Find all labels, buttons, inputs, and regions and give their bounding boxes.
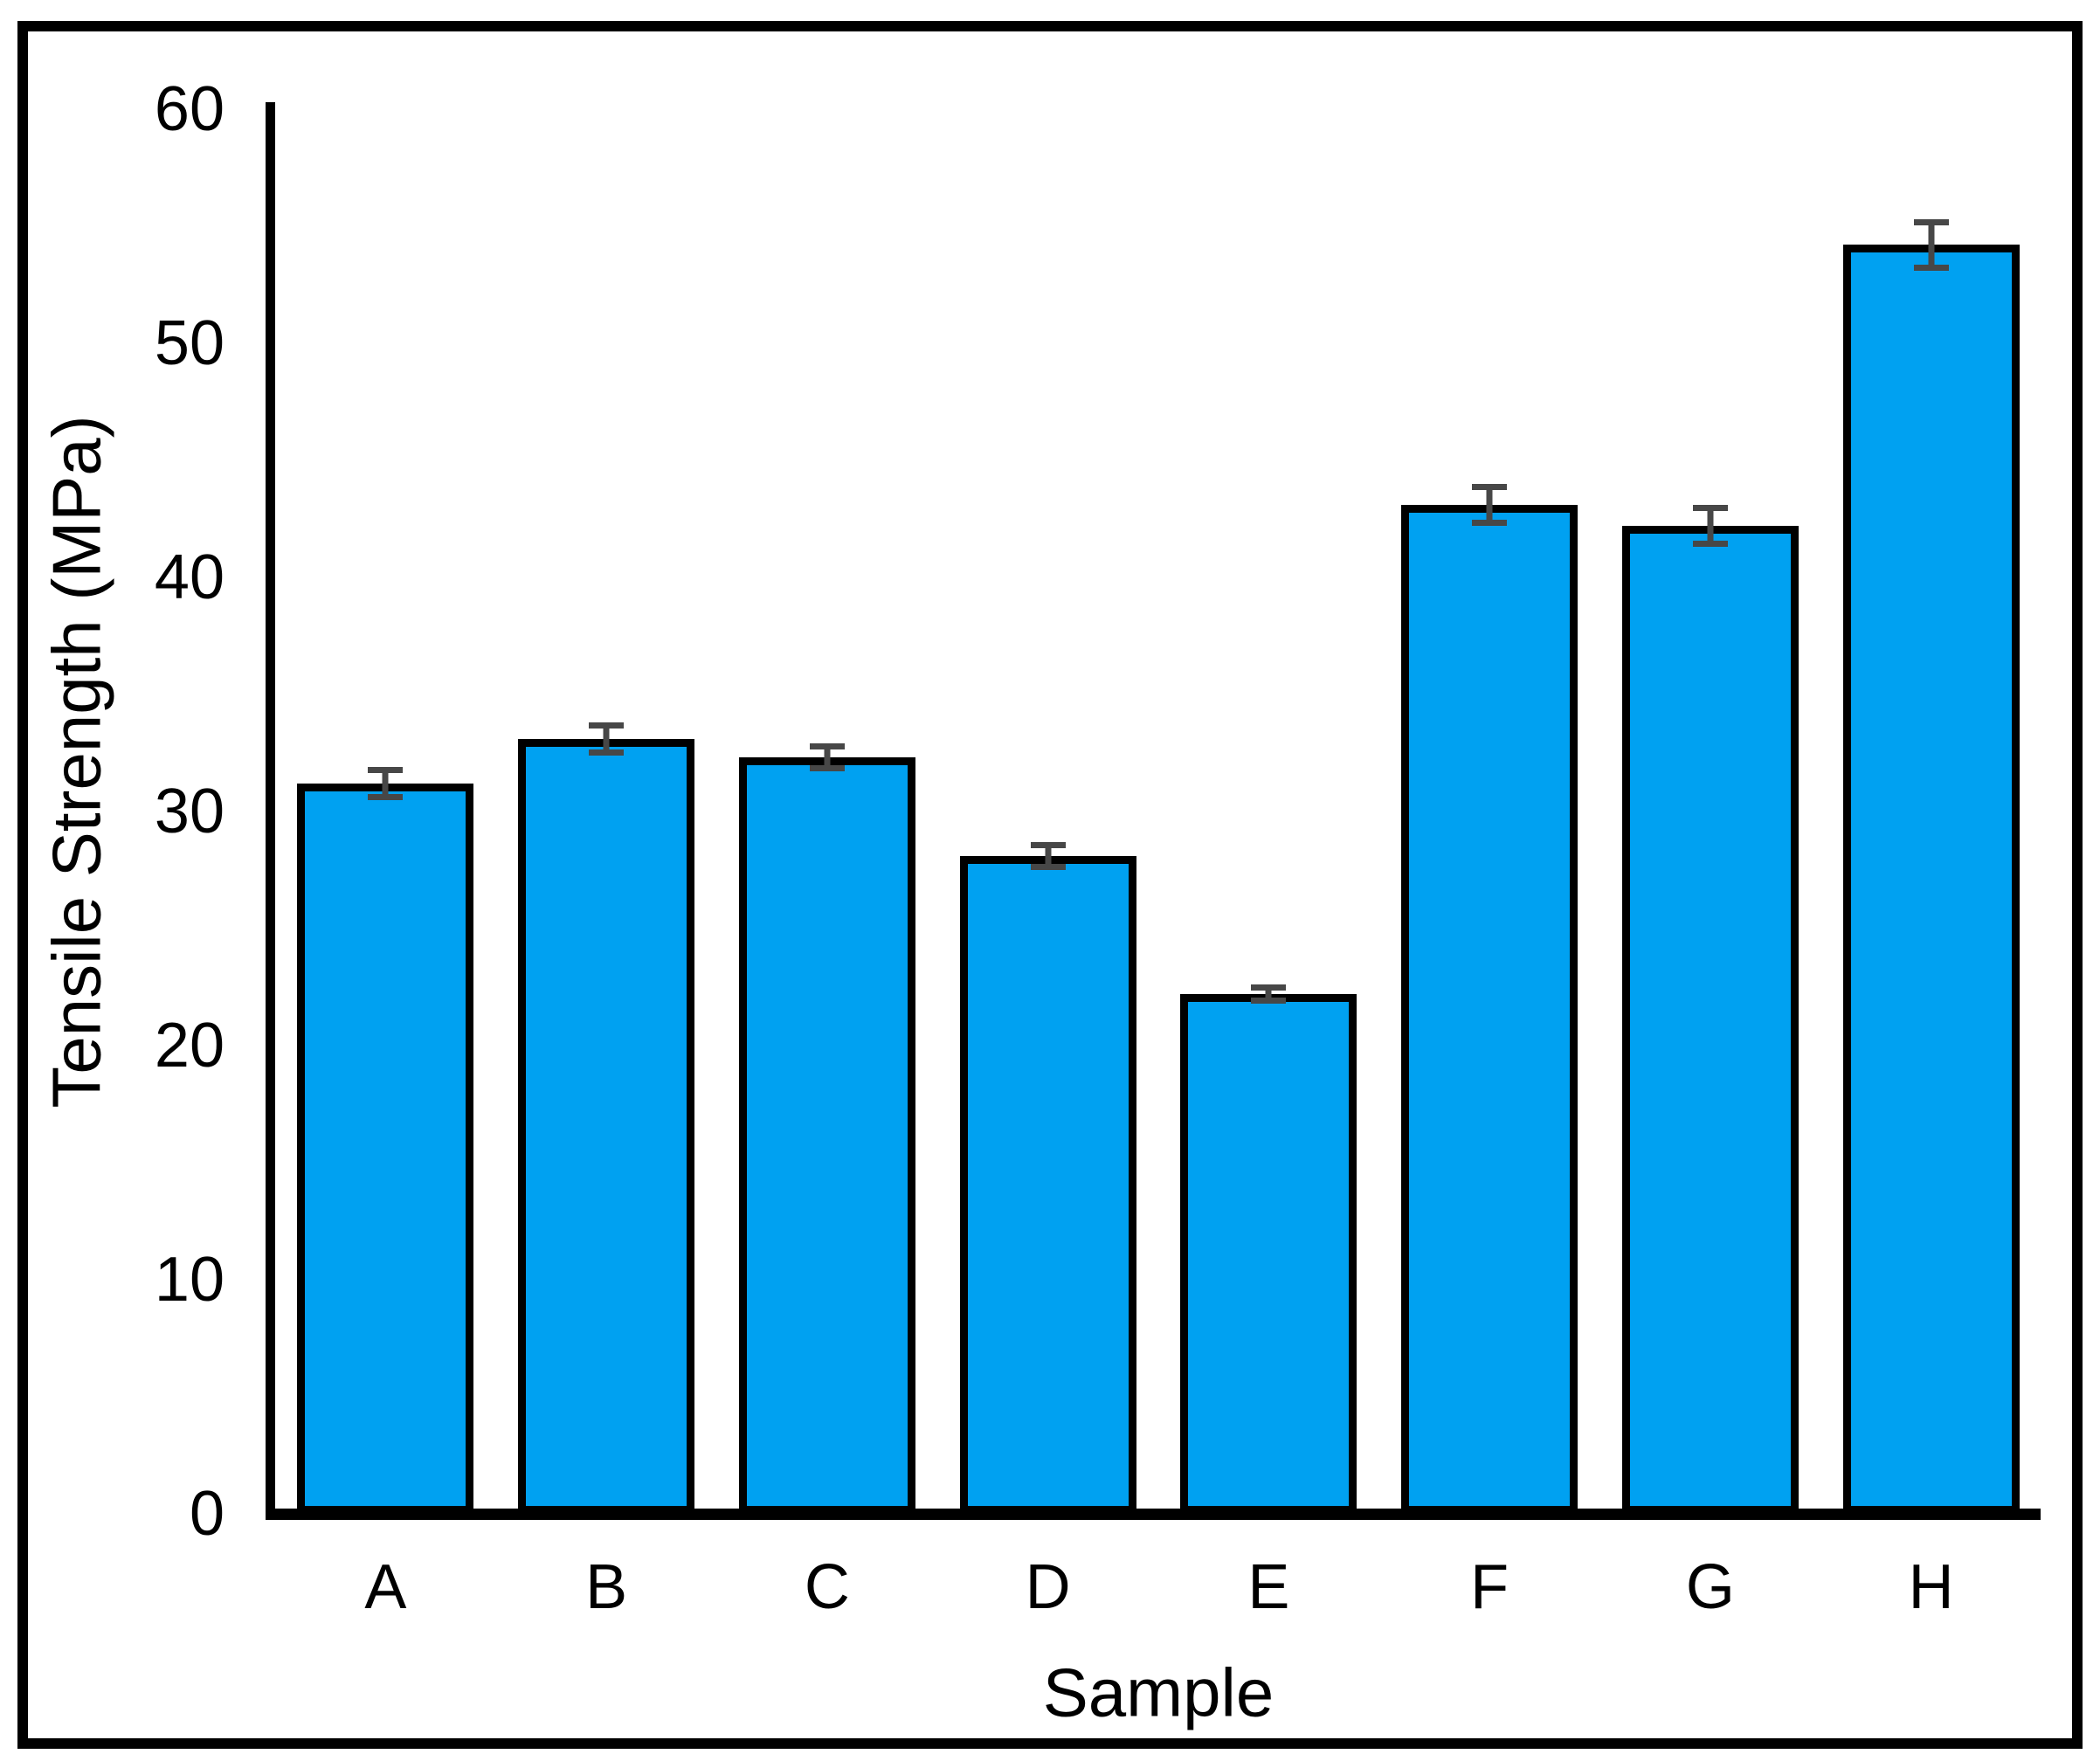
bar-g: [1621, 526, 1799, 1514]
error-bar-vline: [1486, 483, 1493, 527]
error-bar-a: [368, 767, 404, 800]
bar-a: [297, 783, 474, 1514]
error-bar-cap-bottom: [809, 765, 845, 772]
error-bar-e: [1251, 984, 1287, 1004]
bar-slot-a: [275, 102, 496, 1514]
error-bar-cap-top: [589, 722, 625, 729]
bar-slot-e: [1158, 102, 1379, 1514]
error-bar-cap-top: [809, 743, 845, 750]
bar-slot-c: [717, 102, 938, 1514]
x-category-label-h: H: [1908, 1552, 1954, 1622]
error-bar-d: [1030, 841, 1066, 870]
y-tick-label: 50: [154, 308, 225, 378]
error-bar-vline: [1265, 984, 1272, 1004]
bar-e: [1180, 994, 1357, 1514]
error-bar-cap-top: [1913, 218, 1949, 225]
bar-slot-g: [1600, 102, 1821, 1514]
figure-border: [17, 21, 2083, 1749]
error-bar-b: [589, 722, 625, 756]
bar-f: [1401, 504, 1578, 1514]
y-axis-tick-labels: 0 10 20 30 40 50 60: [0, 0, 225, 1761]
error-bar-cap-bottom: [1913, 264, 1949, 271]
y-tick-label: 30: [154, 777, 225, 846]
error-bar-cap-top: [368, 767, 404, 774]
x-category-label-c: C: [804, 1552, 850, 1622]
error-bar-vline: [603, 722, 610, 756]
x-category-label-b: B: [585, 1552, 628, 1622]
error-bar-g: [1692, 504, 1728, 548]
x-category-label-e: E: [1247, 1552, 1290, 1622]
x-axis-category-labels: A B C D E F G H: [275, 1554, 2041, 1620]
error-bar-vline: [1928, 218, 1935, 271]
x-category-label-f: F: [1470, 1552, 1509, 1622]
x-category-label-d: D: [1025, 1552, 1071, 1622]
x-category-label-a: A: [364, 1552, 407, 1622]
bar-slot-d: [937, 102, 1158, 1514]
error-bar-cap-top: [1472, 483, 1508, 490]
error-bar-cap-bottom: [1030, 864, 1066, 870]
error-bar-vline: [824, 743, 831, 772]
error-bar-cap-bottom: [1472, 520, 1508, 527]
bar-h: [1842, 245, 2020, 1514]
error-bar-vline: [382, 767, 389, 800]
error-bar-vline: [1707, 504, 1714, 548]
y-tick-label: 40: [154, 542, 225, 612]
error-bar-f: [1472, 483, 1508, 527]
bar-slot-b: [496, 102, 717, 1514]
bar-slot-f: [1379, 102, 1600, 1514]
y-axis-line: [266, 102, 275, 1520]
y-tick-label: 60: [154, 74, 225, 144]
error-bar-c: [809, 743, 845, 772]
bar-c: [738, 757, 915, 1514]
y-tick-label: 10: [154, 1245, 225, 1315]
error-bar-cap-top: [1030, 841, 1066, 848]
error-bar-cap-bottom: [1251, 997, 1287, 1004]
error-bar-vline: [1045, 841, 1052, 870]
error-bar-h: [1913, 218, 1949, 271]
bar-b: [518, 738, 695, 1514]
error-bar-cap-bottom: [1692, 541, 1728, 548]
error-bar-cap-top: [1251, 984, 1287, 991]
plot-area: [275, 102, 2041, 1514]
x-axis-line: [266, 1509, 2041, 1520]
x-category-label-g: G: [1685, 1552, 1735, 1622]
error-bar-cap-bottom: [368, 793, 404, 800]
y-tick-label: 0: [189, 1479, 225, 1549]
error-bar-cap-bottom: [589, 749, 625, 756]
bar-slot-h: [1820, 102, 2041, 1514]
error-bar-cap-top: [1692, 504, 1728, 511]
y-tick-label: 20: [154, 1011, 225, 1081]
x-axis-title: Sample: [1042, 1654, 1275, 1731]
bar-d: [959, 855, 1136, 1514]
